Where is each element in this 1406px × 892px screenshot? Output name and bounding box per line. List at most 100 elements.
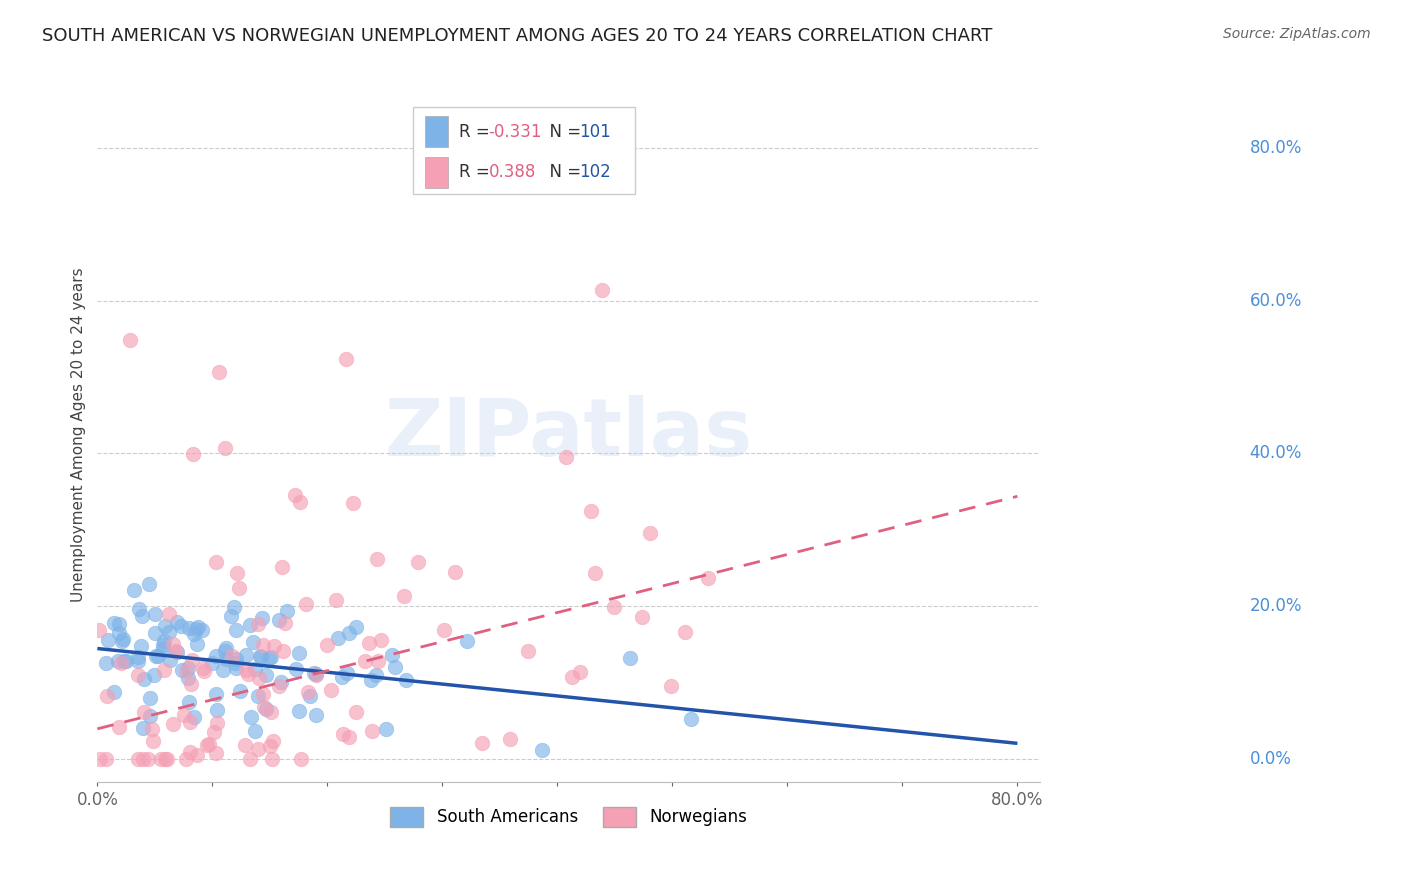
- Point: [108, 626, 131, 640]
- Point: [262, 752, 284, 766]
- Point: [271, 644, 294, 658]
- Point: [138, 577, 160, 591]
- Point: [187, 620, 209, 634]
- Point: [247, 690, 270, 704]
- Point: [675, 625, 697, 640]
- Point: [659, 679, 682, 693]
- Point: [342, 496, 364, 510]
- Point: [153, 663, 176, 677]
- Point: [367, 654, 389, 668]
- Point: [235, 648, 257, 663]
- Text: N =: N =: [538, 163, 586, 181]
- Point: [394, 590, 416, 604]
- Point: [316, 638, 339, 652]
- Point: [120, 333, 142, 347]
- Point: [517, 644, 540, 658]
- Text: 0.388: 0.388: [489, 163, 536, 181]
- Point: [89, 752, 111, 766]
- Point: [193, 665, 215, 679]
- Point: [335, 351, 357, 366]
- Point: [263, 639, 285, 653]
- Point: [287, 646, 309, 660]
- Text: 80.0%: 80.0%: [1250, 138, 1302, 157]
- Text: 60.0%: 60.0%: [1250, 292, 1302, 310]
- Point: [554, 450, 576, 464]
- Point: [94, 656, 117, 670]
- Point: [155, 618, 177, 632]
- Point: [276, 604, 298, 618]
- Text: 40.0%: 40.0%: [1250, 444, 1302, 462]
- Point: [269, 613, 291, 627]
- Point: [233, 738, 256, 752]
- Point: [224, 600, 246, 615]
- Point: [370, 632, 392, 647]
- Point: [366, 552, 388, 566]
- Point: [122, 582, 145, 597]
- Point: [204, 648, 226, 663]
- Point: [177, 661, 200, 675]
- Point: [127, 668, 149, 682]
- Point: [366, 668, 388, 682]
- Point: [139, 709, 162, 723]
- Point: [236, 667, 259, 681]
- Point: [205, 703, 228, 717]
- Point: [112, 653, 135, 667]
- Point: [360, 723, 382, 738]
- Point: [257, 651, 280, 665]
- Point: [181, 653, 204, 667]
- Point: [228, 683, 250, 698]
- Point: [156, 752, 179, 766]
- Point: [381, 648, 404, 663]
- Point: [224, 656, 246, 670]
- Point: [254, 702, 277, 716]
- Point: [152, 642, 174, 657]
- Point: [136, 752, 159, 766]
- Point: [96, 690, 118, 704]
- Point: [239, 618, 262, 632]
- Point: [221, 649, 243, 664]
- Point: [141, 722, 163, 736]
- Point: [142, 734, 165, 748]
- Point: [285, 662, 308, 676]
- Point: [245, 662, 267, 676]
- Point: [394, 673, 416, 688]
- Point: [583, 566, 606, 580]
- Point: [247, 741, 270, 756]
- Point: [225, 652, 247, 666]
- Text: 0.0%: 0.0%: [1250, 750, 1292, 768]
- Point: [250, 649, 273, 664]
- Point: [247, 671, 270, 685]
- Legend: South Americans, Norwegians: South Americans, Norwegians: [384, 801, 754, 833]
- Point: [225, 660, 247, 674]
- Point: [191, 660, 214, 674]
- Point: [225, 624, 247, 638]
- Point: [165, 644, 187, 658]
- Point: [132, 752, 155, 766]
- Point: [108, 720, 131, 734]
- Point: [260, 705, 283, 719]
- Point: [250, 611, 273, 625]
- Point: [603, 600, 626, 615]
- Point: [128, 601, 150, 615]
- Point: [336, 665, 359, 680]
- Point: [107, 654, 129, 668]
- Point: [433, 623, 456, 637]
- Point: [290, 752, 312, 766]
- FancyBboxPatch shape: [413, 107, 636, 194]
- Text: -0.331: -0.331: [489, 122, 543, 141]
- Point: [174, 664, 197, 678]
- Point: [142, 668, 165, 682]
- Point: [252, 638, 274, 652]
- Point: [444, 565, 467, 579]
- Point: [591, 283, 613, 297]
- Point: [254, 667, 277, 681]
- Point: [191, 623, 214, 637]
- Point: [97, 633, 120, 648]
- Point: [284, 488, 307, 502]
- Y-axis label: Unemployment Among Ages 20 to 24 years: Unemployment Among Ages 20 to 24 years: [72, 267, 86, 602]
- Text: 101: 101: [579, 122, 612, 141]
- Point: [360, 673, 382, 687]
- Point: [357, 636, 380, 650]
- Point: [170, 664, 193, 678]
- Text: SOUTH AMERICAN VS NORWEGIAN UNEMPLOYMENT AMONG AGES 20 TO 24 YEARS CORRELATION C: SOUTH AMERICAN VS NORWEGIAN UNEMPLOYMENT…: [42, 27, 993, 45]
